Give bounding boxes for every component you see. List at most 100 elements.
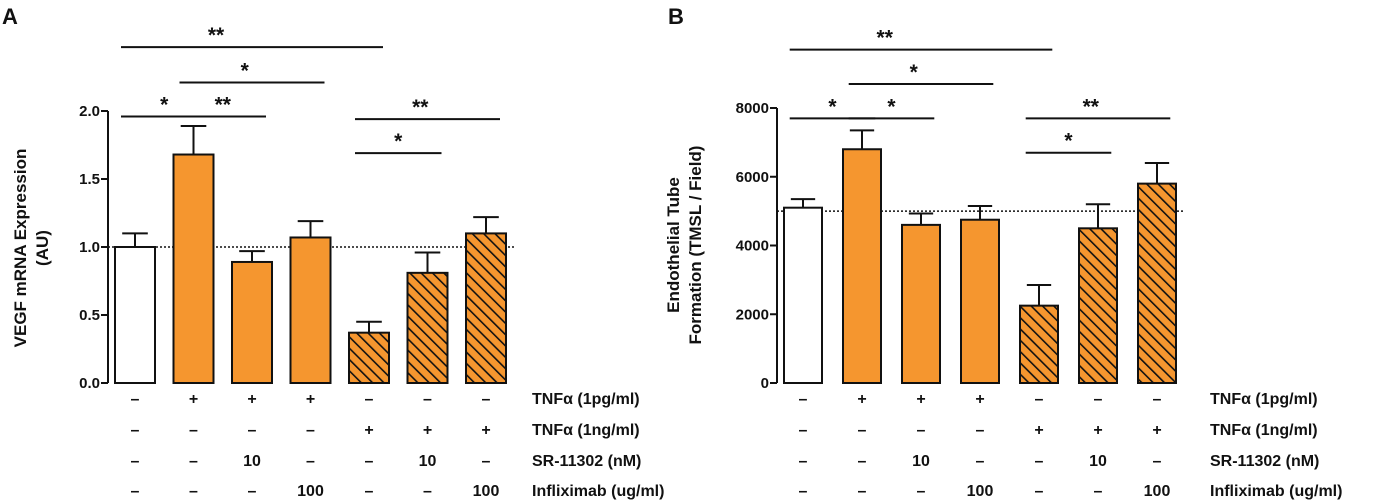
bar	[406, 271, 449, 384]
bar	[1019, 304, 1059, 384]
bar	[172, 153, 215, 384]
y-tick-label: 1.5	[79, 171, 100, 188]
y-axis-label: Endothelial Tube	[664, 177, 683, 313]
bar	[783, 206, 823, 384]
condition-symbol: –	[799, 391, 808, 408]
condition-symbol: –	[248, 483, 257, 500]
condition-symbol: –	[482, 453, 491, 470]
condition-symbol: –	[482, 391, 491, 408]
significance-label: **	[1083, 95, 1100, 118]
significance-label: **	[877, 27, 894, 50]
condition-symbol: –	[1094, 483, 1103, 500]
y-axis-label: Formation (TMSL / Field)	[686, 146, 705, 345]
bar	[1137, 182, 1177, 384]
y-tick-label: 0	[761, 375, 769, 392]
condition-label: SR-11302 (nM)	[532, 453, 641, 470]
condition-symbol: +	[857, 391, 866, 408]
condition-symbol: +	[975, 391, 984, 408]
condition-symbol: +	[423, 422, 432, 439]
condition-symbol: 100	[1144, 483, 1171, 500]
bar	[231, 260, 273, 384]
condition-symbol: –	[1035, 453, 1044, 470]
y-axis-label: (AU)	[33, 230, 52, 266]
significance-label: *	[394, 130, 403, 153]
significance-label: *	[910, 61, 919, 84]
condition-symbol: –	[799, 453, 808, 470]
significance-label: *	[160, 93, 169, 116]
condition-symbol: –	[858, 422, 867, 439]
bar	[960, 218, 1000, 384]
panel-a: A 0.0 0.5 1.0 1.5 2.0 VEGF mRNA Expression (AU)…	[2, 4, 664, 500]
condition-label: SR-11302 (nM)	[1210, 453, 1319, 470]
condition-label: TNFα (1ng/ml)	[1210, 422, 1318, 439]
condition-symbol: –	[189, 483, 198, 500]
condition-symbol: +	[1093, 422, 1102, 439]
bar	[465, 232, 507, 384]
y-tick-label: 2000	[736, 306, 769, 323]
condition-label: TNFα (1pg/ml)	[1210, 391, 1318, 408]
condition-symbol: +	[247, 391, 256, 408]
condition-symbol: –	[306, 453, 315, 470]
y-axis-label: VEGF mRNA Expression	[11, 149, 30, 348]
condition-symbol: 100	[473, 483, 500, 500]
condition-symbol: 10	[912, 453, 930, 470]
condition-symbol: –	[131, 422, 140, 439]
condition-symbol: +	[364, 422, 373, 439]
condition-symbol: –	[306, 422, 315, 439]
panel-b: B 0 2000 4000 6000 8000 Endothelial Tube Format…	[664, 4, 1342, 500]
condition-symbol: +	[306, 391, 315, 408]
y-tick-label: 0.0	[79, 375, 100, 392]
condition-symbol: 10	[243, 453, 261, 470]
condition-symbol: –	[131, 453, 140, 470]
condition-symbol: 100	[967, 483, 994, 500]
condition-symbol: –	[917, 483, 926, 500]
condition-symbol: –	[131, 391, 140, 408]
y-tick-label: 8000	[736, 100, 769, 117]
condition-symbol: +	[916, 391, 925, 408]
condition-symbol: –	[189, 453, 198, 470]
condition-symbol: –	[1035, 391, 1044, 408]
panel-label: B	[668, 4, 684, 29]
condition-symbol: –	[1153, 453, 1162, 470]
bar	[289, 236, 332, 384]
condition-symbol: +	[481, 422, 490, 439]
condition-symbol: –	[799, 483, 808, 500]
condition-symbol: +	[1152, 422, 1161, 439]
condition-symbol: –	[189, 422, 198, 439]
condition-symbol: –	[1153, 391, 1162, 408]
condition-symbol: –	[1035, 483, 1044, 500]
condition-label: TNFα (1pg/ml)	[532, 391, 640, 408]
condition-symbol: –	[1094, 391, 1103, 408]
significance-label: **	[215, 93, 232, 116]
bar	[1078, 227, 1118, 384]
y-tick-label: 6000	[736, 169, 769, 186]
significance-label: *	[828, 95, 837, 118]
panel-label: A	[2, 4, 18, 29]
condition-symbol: –	[917, 422, 926, 439]
y-tick-label: 2.0	[79, 103, 100, 120]
bar	[114, 246, 156, 384]
bar	[348, 331, 390, 384]
y-tick-label: 0.5	[79, 307, 100, 324]
condition-symbol: –	[365, 391, 374, 408]
condition-symbol: –	[858, 453, 867, 470]
condition-symbol: –	[423, 391, 432, 408]
condition-label: TNFα (1ng/ml)	[532, 422, 640, 439]
significance-label: **	[412, 96, 429, 119]
condition-label: Infliximab (ug/ml)	[1210, 483, 1342, 500]
condition-symbol: –	[365, 483, 374, 500]
condition-symbol: –	[248, 422, 257, 439]
condition-symbol: +	[1034, 422, 1043, 439]
condition-label: Infliximab (ug/ml)	[532, 483, 664, 500]
condition-symbol: –	[365, 453, 374, 470]
significance-label: *	[887, 95, 896, 118]
condition-symbol: –	[131, 483, 140, 500]
condition-symbol: 10	[419, 453, 437, 470]
condition-symbol: –	[976, 422, 985, 439]
bar	[901, 223, 941, 384]
significance-label: **	[208, 24, 225, 47]
y-tick-label: 4000	[736, 238, 769, 255]
bar	[842, 148, 882, 384]
condition-symbol: –	[976, 453, 985, 470]
